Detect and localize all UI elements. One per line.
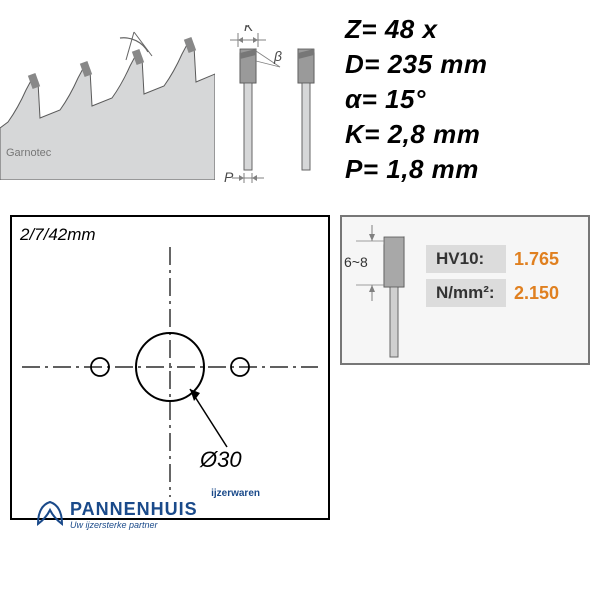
bore-diameter-label: Ø30 [199, 447, 242, 472]
logo-sub-text: Uw ijzersterke partner [70, 520, 290, 530]
spec-list: Z= 48 x D= 235 mm α= 15° K= 2,8 mm P= 1,… [345, 12, 575, 187]
beta-label: β [273, 48, 282, 64]
spec-alpha: α= 15° [345, 82, 575, 117]
hardness-data: HV10: 1.765 N/mm²: 2.150 [422, 217, 588, 363]
logo-main-text: PANNENHUIS [70, 499, 290, 520]
blade-tooth-diagram: α Garnotec [0, 30, 215, 180]
hardness-tooth-svg: 6~8 [342, 217, 422, 363]
bore-svg: Ø30 [12, 217, 328, 517]
spec-k: K= 2,8 mm [345, 117, 575, 152]
hardness-panel: 6~8 HV10: 1.765 N/mm²: 2.150 [340, 215, 590, 365]
alpha-label: α [128, 30, 139, 34]
bore-diagram-panel: 2/7/42mm Ø30 [10, 215, 330, 520]
hardness-row-hv10: HV10: 1.765 [426, 245, 580, 273]
logo-icon [32, 494, 68, 530]
spec-d: D= 235 mm [345, 47, 575, 82]
k-label: K [244, 25, 254, 34]
hardness-row-nmm2: N/mm²: 2.150 [426, 279, 580, 307]
blade-side-diagram: K β P [220, 25, 330, 185]
logo-top-text: ijzerwaren [70, 488, 260, 499]
brand-text: Garnotec [6, 147, 52, 159]
company-logo: ijzerwaren PANNENHUIS Uw ijzersterke par… [70, 488, 290, 530]
tooth-thickness: 6~8 [344, 254, 368, 270]
pinhole-spec: 2/7/42mm [20, 225, 96, 245]
spec-p: P= 1,8 mm [345, 152, 575, 187]
p-label: P [224, 169, 234, 185]
spec-z: Z= 48 x [345, 12, 575, 47]
